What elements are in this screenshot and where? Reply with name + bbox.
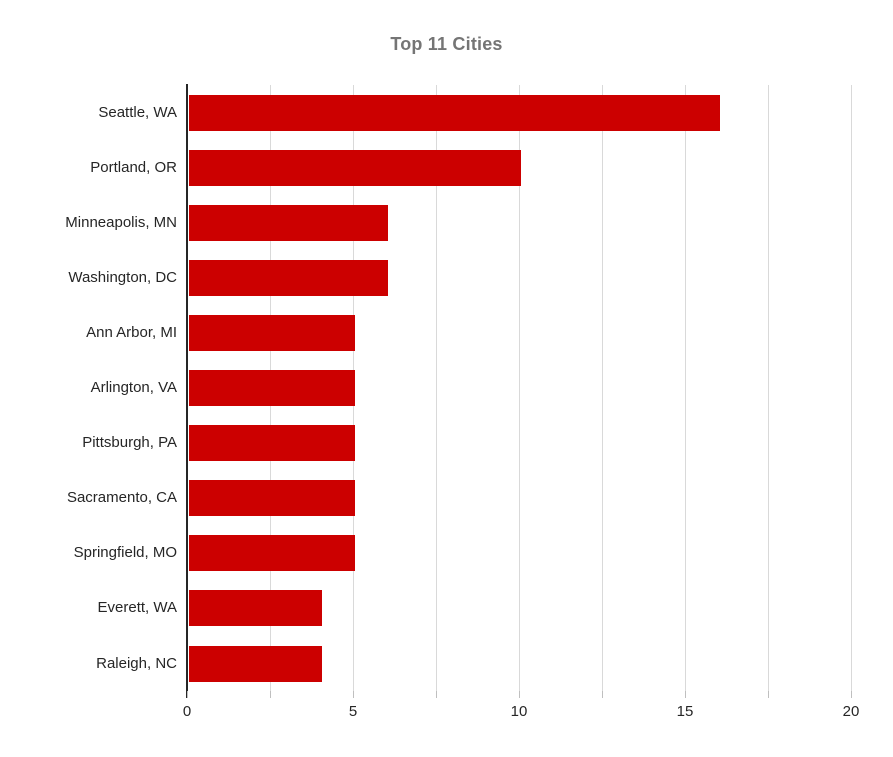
x-tick-label: 15 xyxy=(676,703,694,720)
bar xyxy=(189,149,521,186)
x-axis-tick xyxy=(436,691,437,698)
category-label: Washington, DC xyxy=(68,268,177,286)
bar xyxy=(189,480,355,517)
bar xyxy=(189,259,389,296)
x-axis-tick xyxy=(353,691,354,698)
category-label: Minneapolis, MN xyxy=(65,213,177,231)
category-label: Springfield, MO xyxy=(73,544,177,562)
gridline xyxy=(851,85,852,691)
bar xyxy=(189,590,322,627)
category-label: Everett, WA xyxy=(97,599,177,617)
bar xyxy=(189,645,322,682)
bar xyxy=(189,535,355,572)
bar xyxy=(189,314,355,351)
category-label: Sacramento, CA xyxy=(66,489,177,507)
category-axis-line xyxy=(186,84,188,698)
x-axis-tick xyxy=(602,691,603,698)
category-label: Ann Arbor, MI xyxy=(86,323,177,341)
gridline xyxy=(436,85,437,691)
bar xyxy=(189,370,355,406)
x-axis-tick xyxy=(270,691,271,698)
category-label: Arlington, VA xyxy=(90,379,177,396)
gridline xyxy=(519,85,520,691)
bar xyxy=(189,204,389,241)
x-tick-label: 10 xyxy=(510,703,528,720)
gridline xyxy=(685,85,686,691)
x-axis-tick xyxy=(187,691,188,698)
x-tick-label: 20 xyxy=(842,703,860,720)
bar xyxy=(189,425,355,462)
gridline xyxy=(602,85,603,691)
plot-area xyxy=(187,85,852,691)
x-tick-label: 5 xyxy=(348,703,358,720)
x-axis-tick xyxy=(851,691,852,698)
category-label: Raleigh, NC xyxy=(96,654,177,672)
category-label: Portland, OR xyxy=(90,158,177,176)
bar xyxy=(189,94,721,131)
gridline xyxy=(768,85,769,691)
x-axis-tick xyxy=(685,691,686,698)
x-tick-label: 0 xyxy=(182,703,192,720)
category-label: Pittsburgh, PA xyxy=(82,434,177,452)
x-axis-tick xyxy=(519,691,520,698)
category-label: Seattle, WA xyxy=(98,103,177,121)
x-axis-tick xyxy=(768,691,769,698)
chart-title: Top 11 Cities xyxy=(390,34,503,54)
